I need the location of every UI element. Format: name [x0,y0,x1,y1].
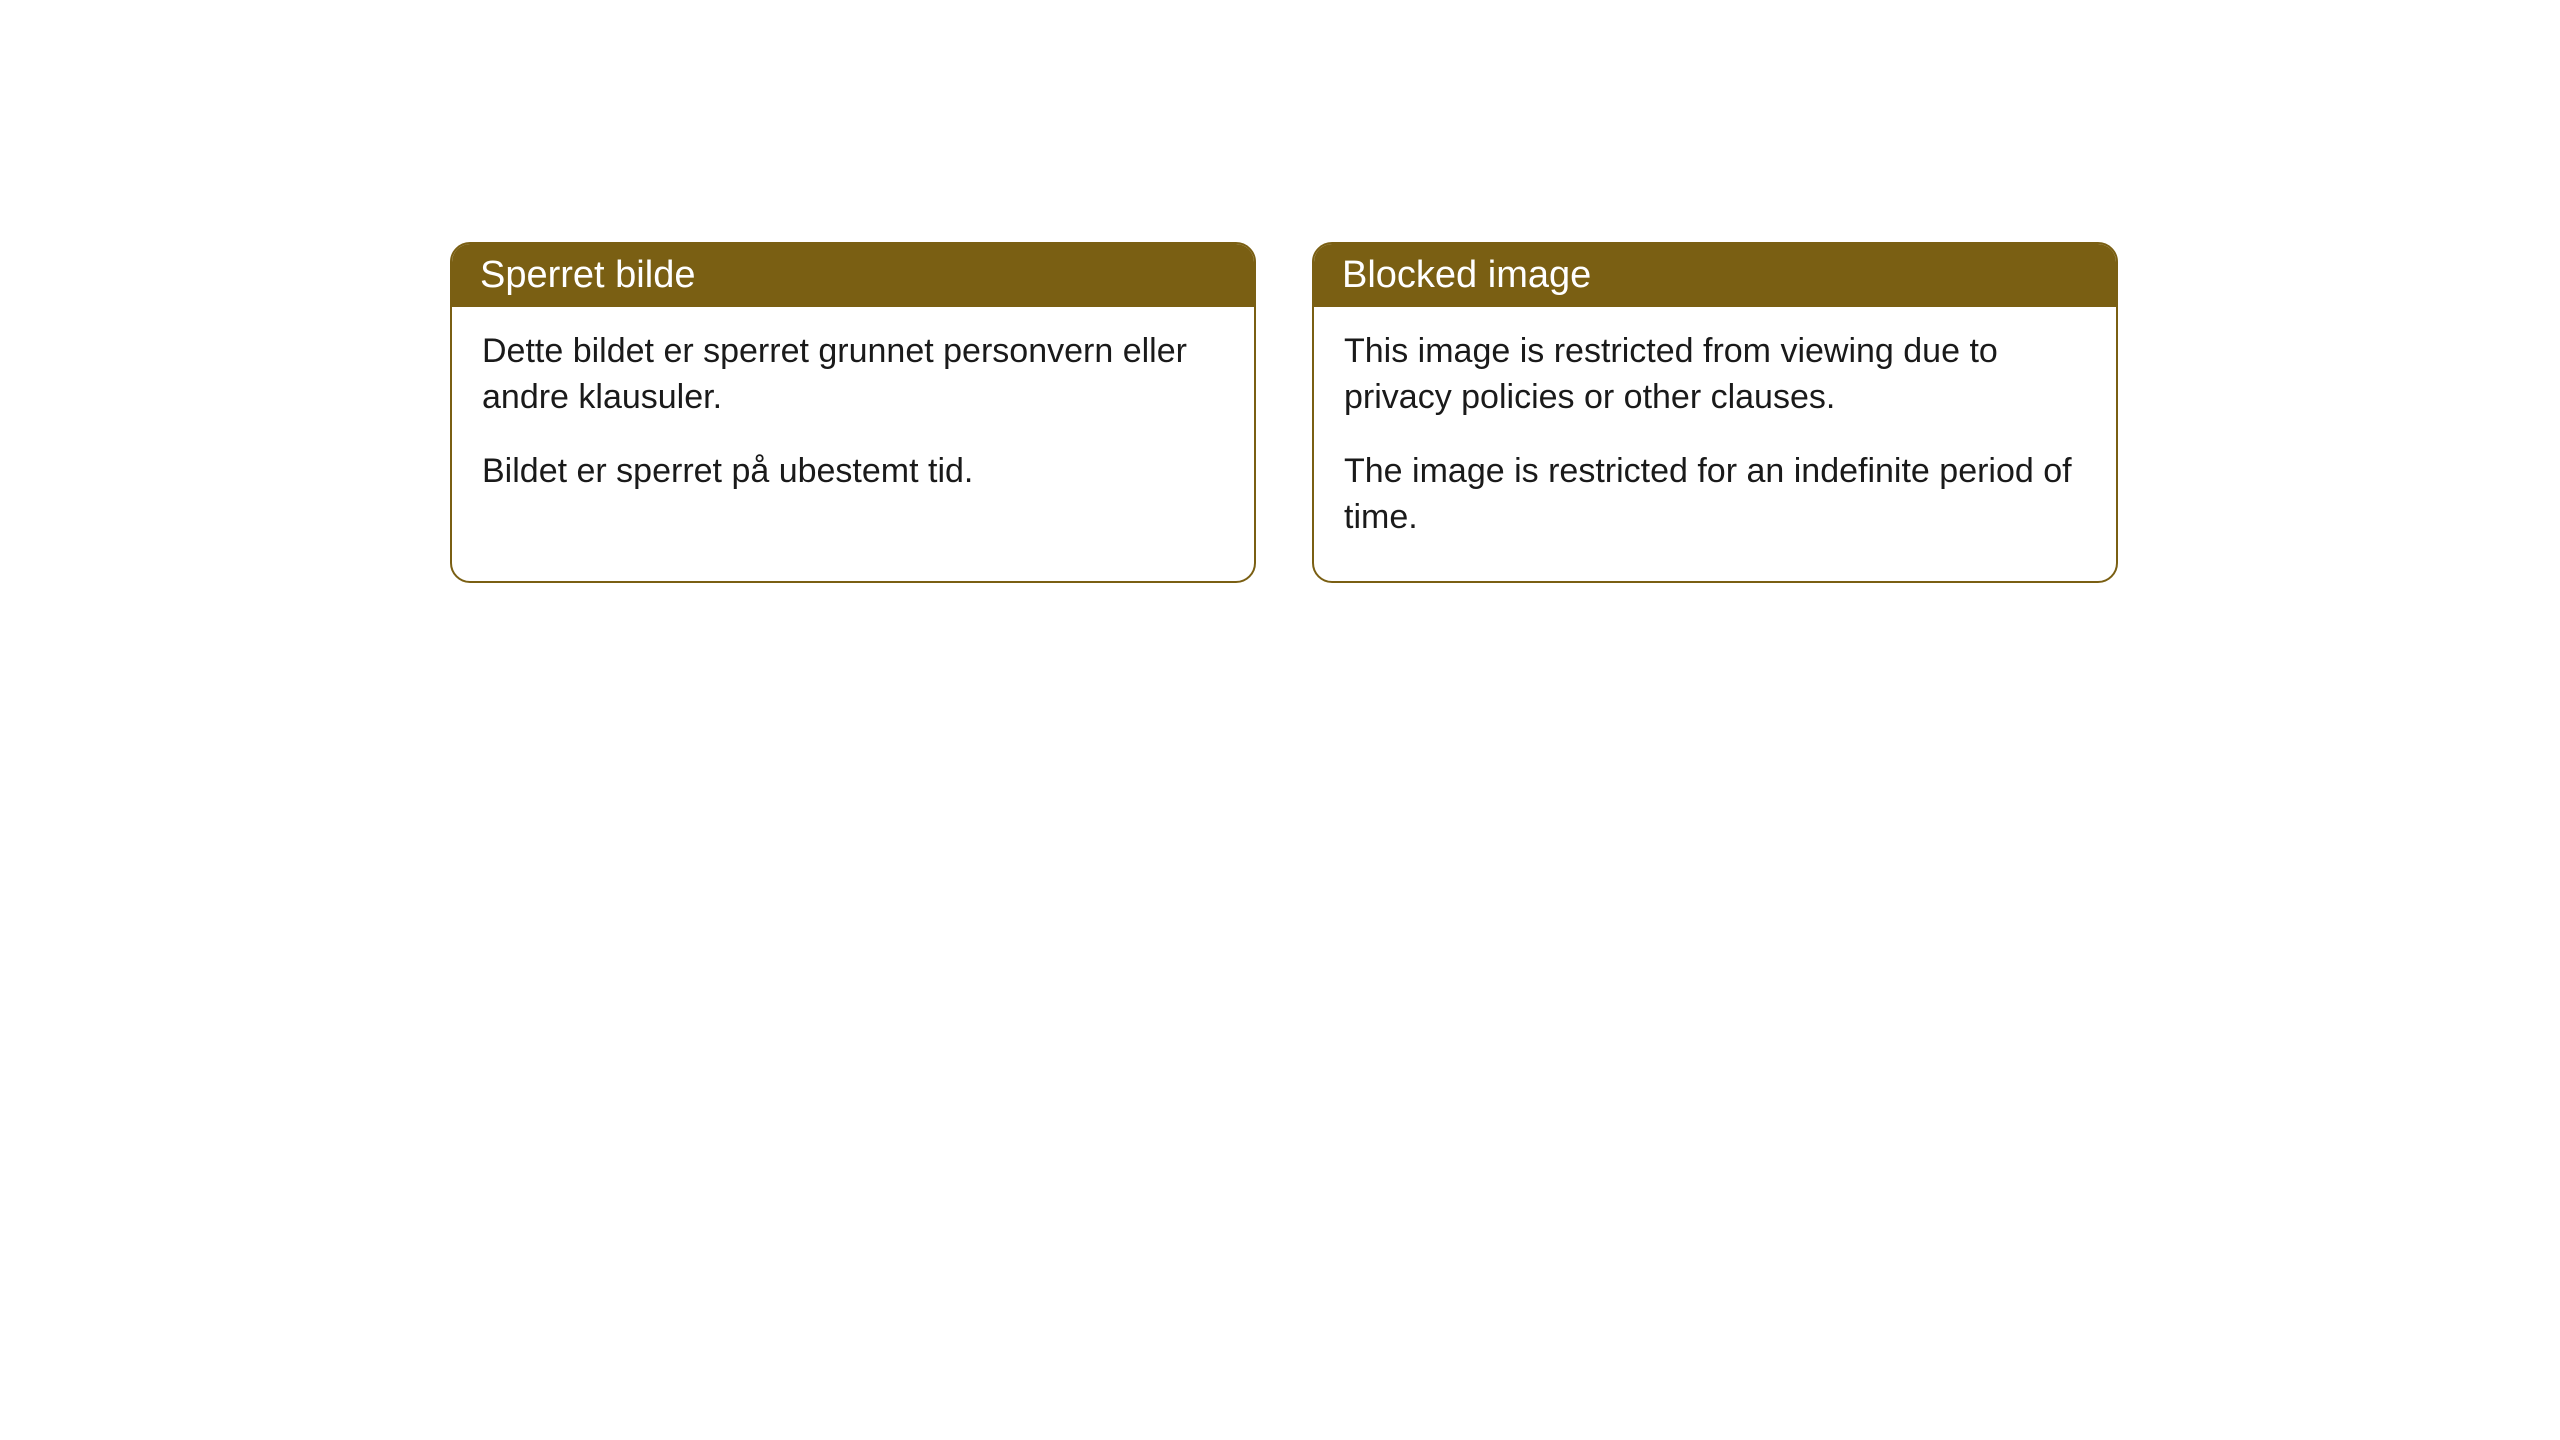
card-paragraph2-en: The image is restricted for an indefinit… [1344,449,2086,541]
card-title-no: Sperret bilde [480,254,695,296]
card-paragraph2-no: Bildet er sperret på ubestemt tid. [482,449,1224,495]
notice-cards-container: Sperret bilde Dette bildet er sperret gr… [450,242,2118,583]
card-header-no: Sperret bilde [452,244,1254,307]
blocked-image-card-en: Blocked image This image is restricted f… [1312,242,2118,583]
card-paragraph1-no: Dette bildet er sperret grunnet personve… [482,329,1224,421]
blocked-image-card-no: Sperret bilde Dette bildet er sperret gr… [450,242,1256,583]
card-title-en: Blocked image [1342,254,1591,296]
card-header-en: Blocked image [1314,244,2116,307]
card-paragraph1-en: This image is restricted from viewing du… [1344,329,2086,421]
card-body-no: Dette bildet er sperret grunnet personve… [452,307,1254,535]
card-body-en: This image is restricted from viewing du… [1314,307,2116,581]
